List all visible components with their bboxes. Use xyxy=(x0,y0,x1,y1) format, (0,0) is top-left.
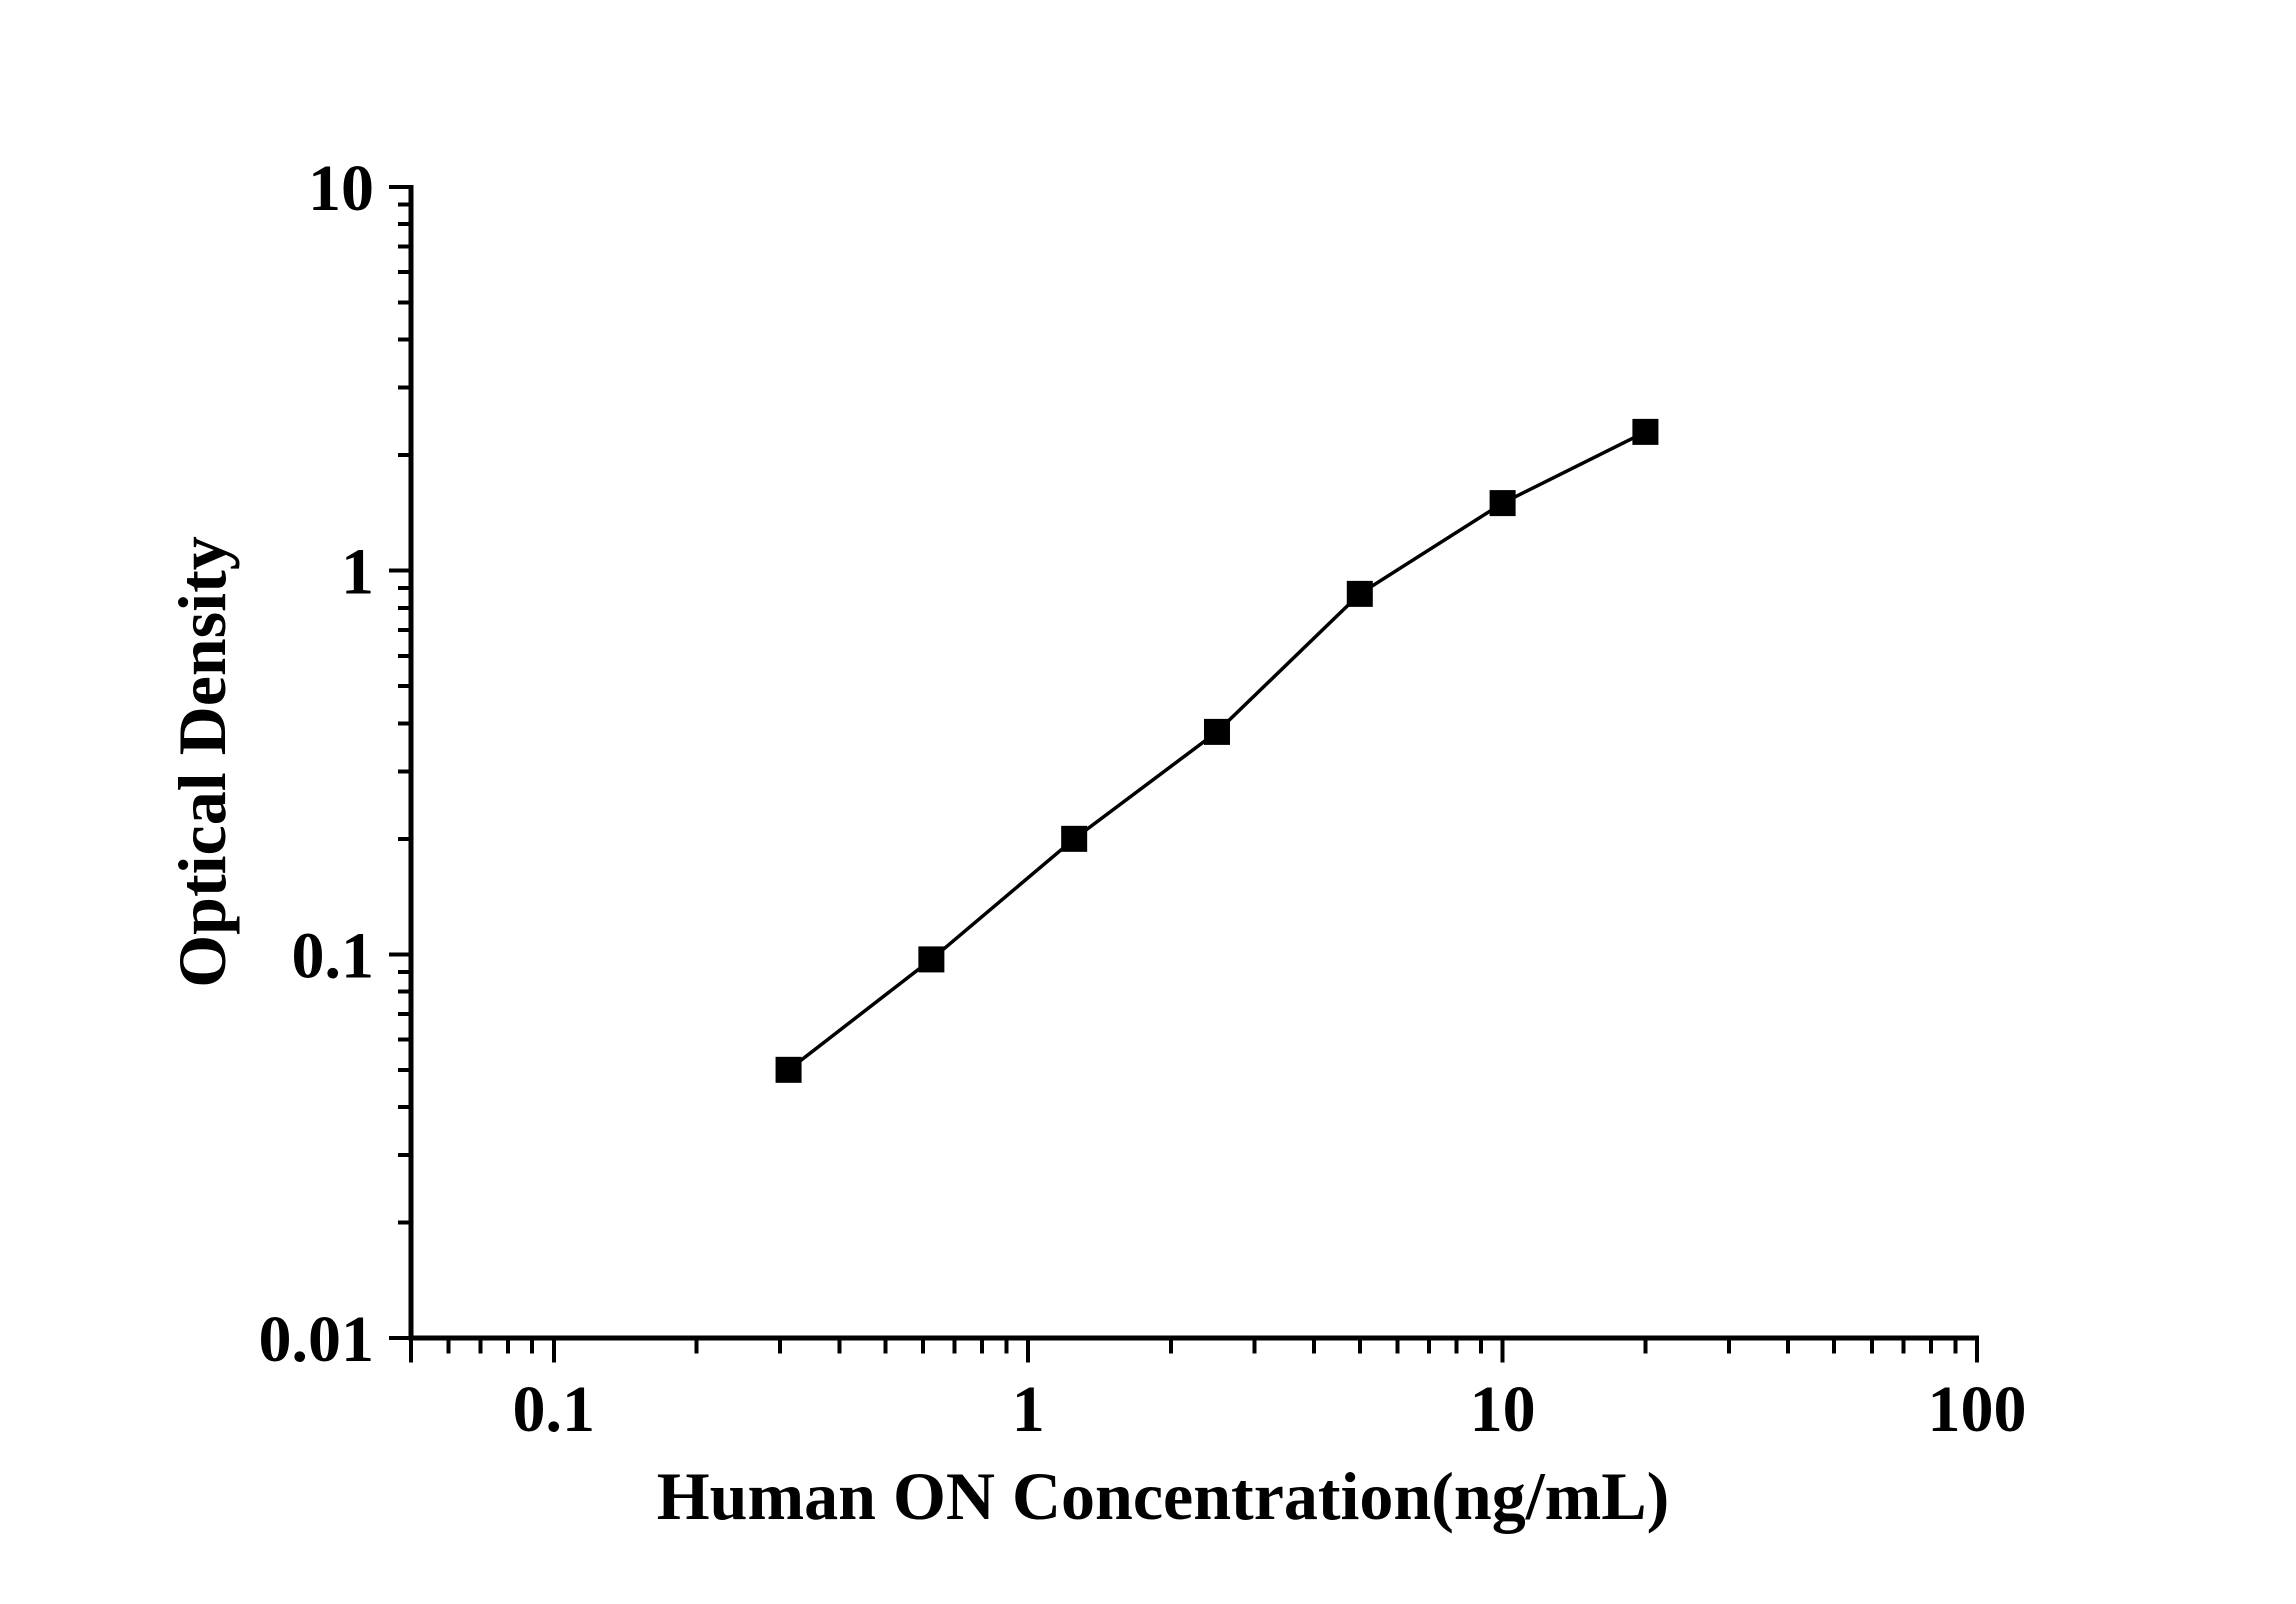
tick-label-layer: 0.1 1 10 100 0.01 0.1 1 10 xyxy=(259,152,2027,1446)
x-tick-label: 1 xyxy=(1012,1373,1045,1446)
y-tick-label: 0.1 xyxy=(292,919,375,992)
x-tick-label: 100 xyxy=(1928,1373,2027,1446)
data-point-marker xyxy=(1632,418,1659,445)
data-point-marker xyxy=(1203,718,1230,745)
data-point-marker xyxy=(918,946,945,973)
series-line xyxy=(787,430,1647,1072)
y-tick-label: 0.01 xyxy=(259,1303,375,1376)
data-point-marker xyxy=(1489,490,1516,517)
y-axis-title: Optical Density xyxy=(164,536,240,987)
axes-layer xyxy=(389,185,1979,1363)
series-layer xyxy=(775,418,1659,1083)
y-tick-label: 10 xyxy=(308,152,374,225)
x-tick-label: 10 xyxy=(1470,1373,1536,1446)
data-point-marker xyxy=(1061,825,1088,852)
data-point-marker xyxy=(1346,580,1373,607)
x-tick-label: 0.1 xyxy=(513,1373,596,1446)
y-tick-label: 1 xyxy=(341,536,374,609)
x-axis-title: Human ON Concentration(ng/mL) xyxy=(657,1458,1669,1534)
data-point-marker xyxy=(775,1056,802,1083)
